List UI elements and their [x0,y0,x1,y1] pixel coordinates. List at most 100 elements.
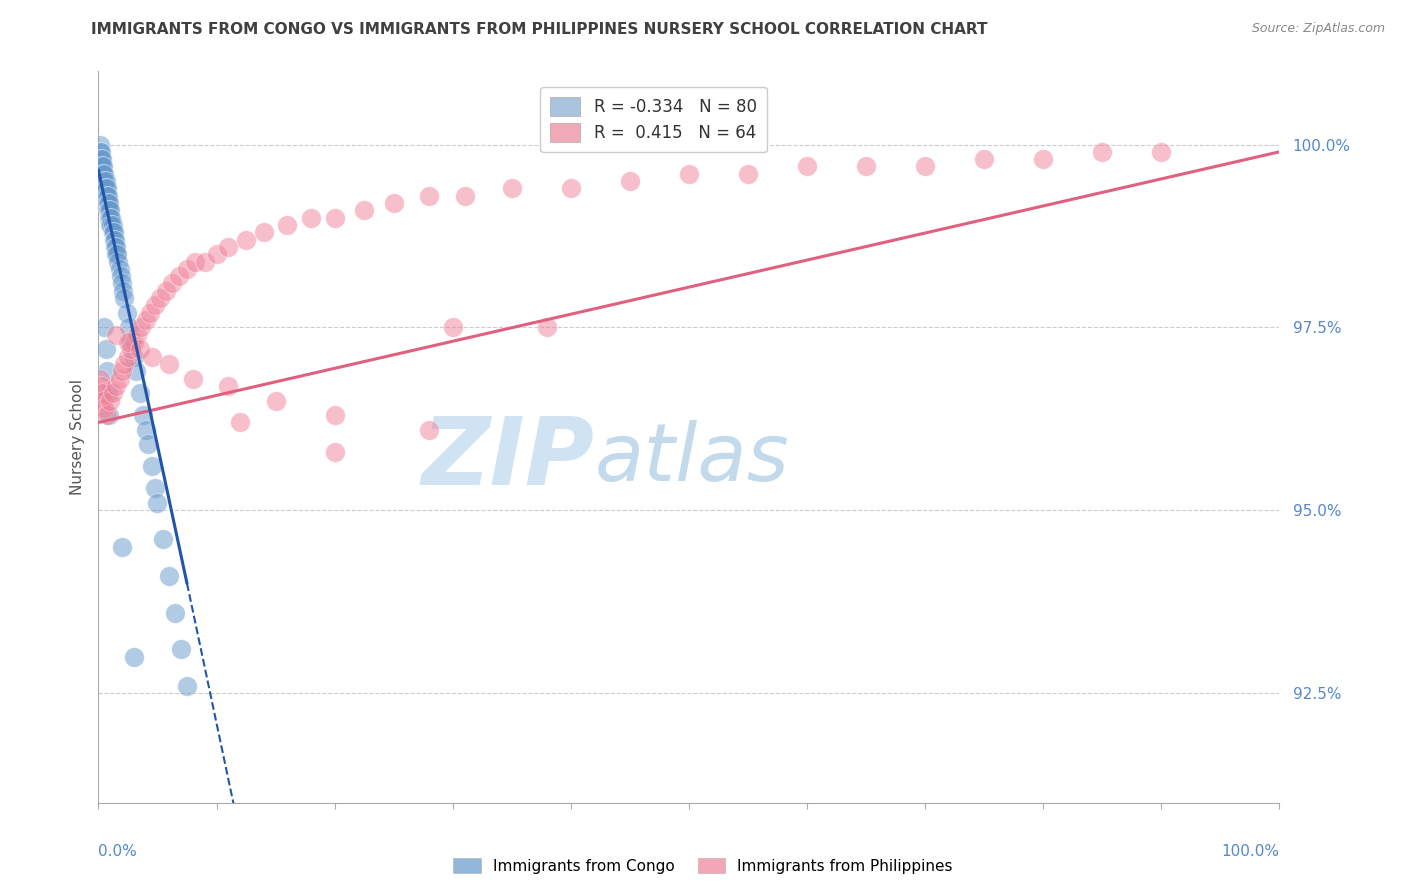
Point [146,496,169,510]
Point [105,240,128,254]
Point [181,371,204,385]
Point [1091,145,1114,159]
Point [98,218,121,232]
Text: ZIP: ZIP [422,413,595,505]
Point [93,401,115,415]
Point [96,181,118,195]
Point [110,269,132,284]
Point [323,444,346,458]
Point [96,196,118,211]
Point [91,167,114,181]
Text: 100.0%: 100.0% [1222,845,1279,860]
Point [91,160,114,174]
Point [94,188,117,202]
Point [382,196,405,211]
Point [184,254,207,268]
Point [111,540,134,554]
Point [418,423,440,437]
Point [127,327,149,342]
Point [155,284,177,298]
Legend: Immigrants from Congo, Immigrants from Philippines: Immigrants from Congo, Immigrants from P… [447,852,959,880]
Point [501,181,523,195]
Point [91,393,114,408]
Point [98,203,121,218]
Point [136,437,159,451]
Point [94,181,117,195]
Text: IMMIGRANTS FROM CONGO VS IMMIGRANTS FROM PHILIPPINES NURSERY SCHOOL CORRELATION : IMMIGRANTS FROM CONGO VS IMMIGRANTS FROM… [91,22,988,37]
Point [101,386,124,401]
Point [91,181,114,195]
Legend: R = -0.334   N = 80, R =  0.415   N = 64: R = -0.334 N = 80, R = 0.415 N = 64 [540,87,766,153]
Point [108,261,131,276]
Point [112,291,135,305]
Point [117,334,139,349]
Point [98,408,121,422]
Point [678,167,700,181]
Point [121,334,143,349]
Point [125,364,148,378]
Point [619,174,641,188]
Point [122,350,145,364]
Point [89,145,111,159]
Point [105,327,128,342]
Point [90,152,112,166]
Point [117,350,139,364]
Point [353,203,375,218]
Point [93,181,115,195]
Point [90,145,112,159]
Point [93,188,115,202]
Point [128,343,150,357]
Point [143,481,166,495]
Point [91,386,114,401]
Point [122,334,145,349]
Point [229,416,252,430]
Point [100,211,122,225]
Point [141,350,163,364]
Point [855,160,877,174]
Point [104,240,127,254]
Point [105,247,128,261]
Point [299,211,322,225]
Point [91,188,114,202]
Point [149,291,172,305]
Point [98,393,121,408]
Point [93,167,115,181]
Point [89,160,111,174]
Point [90,174,112,188]
Point [235,233,257,247]
Text: Source: ZipAtlas.com: Source: ZipAtlas.com [1251,22,1385,36]
Point [94,174,117,188]
Point [205,247,228,261]
Point [135,423,157,437]
Point [91,167,114,181]
Point [737,167,759,181]
Point [129,320,152,334]
Point [122,649,145,664]
Point [141,459,163,474]
Point [441,320,464,334]
Point [167,269,190,284]
Point [91,152,114,166]
Point [157,569,180,583]
Point [89,152,111,166]
Point [111,277,134,291]
Point [97,386,120,401]
Point [165,606,187,620]
Point [98,196,121,211]
Point [91,160,114,174]
Point [93,174,115,188]
Point [98,211,121,225]
Point [101,225,124,239]
Point [973,152,995,166]
Point [323,211,346,225]
Point [170,642,193,657]
Point [111,364,134,378]
Point [160,277,183,291]
Point [91,181,114,195]
Point [128,386,150,401]
Point [91,174,114,188]
Point [135,313,157,327]
Point [105,247,128,261]
Point [217,240,239,254]
Point [98,203,121,218]
